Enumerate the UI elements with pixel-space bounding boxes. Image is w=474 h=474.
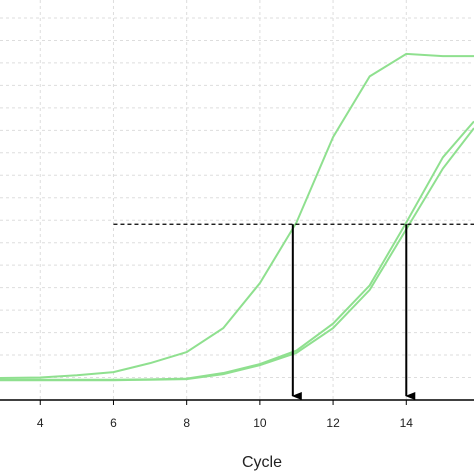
curve [0,52,474,379]
x-tick-label: 10 [253,416,267,430]
curve [0,120,474,381]
x-axis-label: Cycle [242,454,282,471]
x-tick-label: 6 [110,416,117,430]
curve [0,127,474,382]
x-tick-label: 4 [37,416,44,430]
x-tick-label: 12 [326,416,340,430]
x-tick-label: 14 [400,416,414,430]
x-tick-label: 8 [183,416,190,430]
